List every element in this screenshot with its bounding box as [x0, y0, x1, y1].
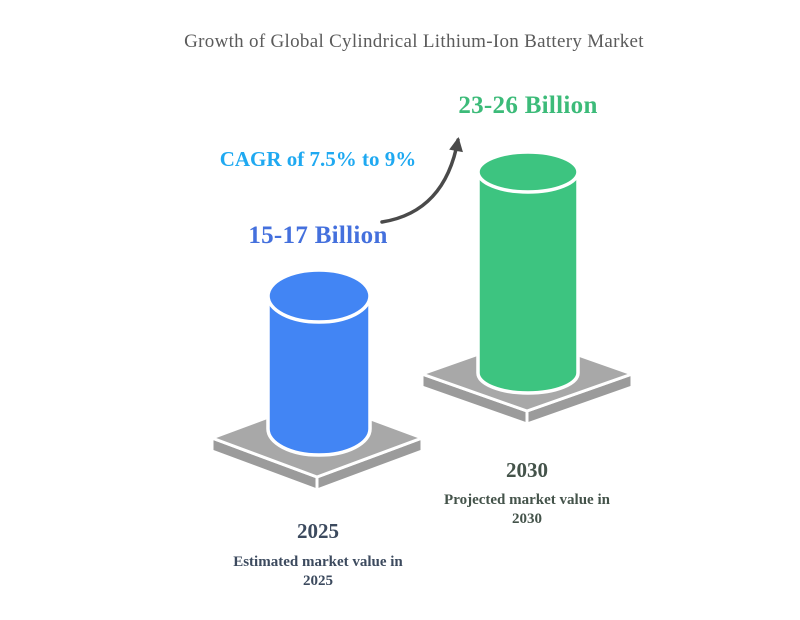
cylinder-2025-top [266, 268, 372, 324]
caption-2025-line1: Estimated market value in [233, 554, 403, 570]
chart-title: Growth of Global Cylindrical Lithium-Ion… [184, 31, 644, 52]
caption-2030-line2: 2030 [512, 511, 542, 527]
year-label-2030: 2030 [506, 458, 548, 482]
value-label-2025: 15-17 Billion [248, 222, 388, 249]
cylinder-2030 [476, 150, 580, 395]
caption-2025-line2: 2025 [303, 573, 333, 589]
cylinder-2025-body [266, 296, 372, 457]
value-label-2030: 23-26 Billion [458, 92, 598, 119]
year-label-2025: 2025 [297, 519, 339, 543]
caption-2030: Projected market value in 2030 [397, 491, 657, 529]
caption-2030-line1: Projected market value in [444, 492, 610, 508]
cagr-label: CAGR of 7.5% to 9% [219, 147, 417, 171]
cylinder-2030-top [476, 150, 580, 194]
growth-arrow [380, 137, 463, 224]
caption-2025: Estimated market value in 2025 [188, 553, 448, 591]
cylinder-2025 [266, 268, 372, 457]
cylinder-2030-body [476, 172, 580, 395]
